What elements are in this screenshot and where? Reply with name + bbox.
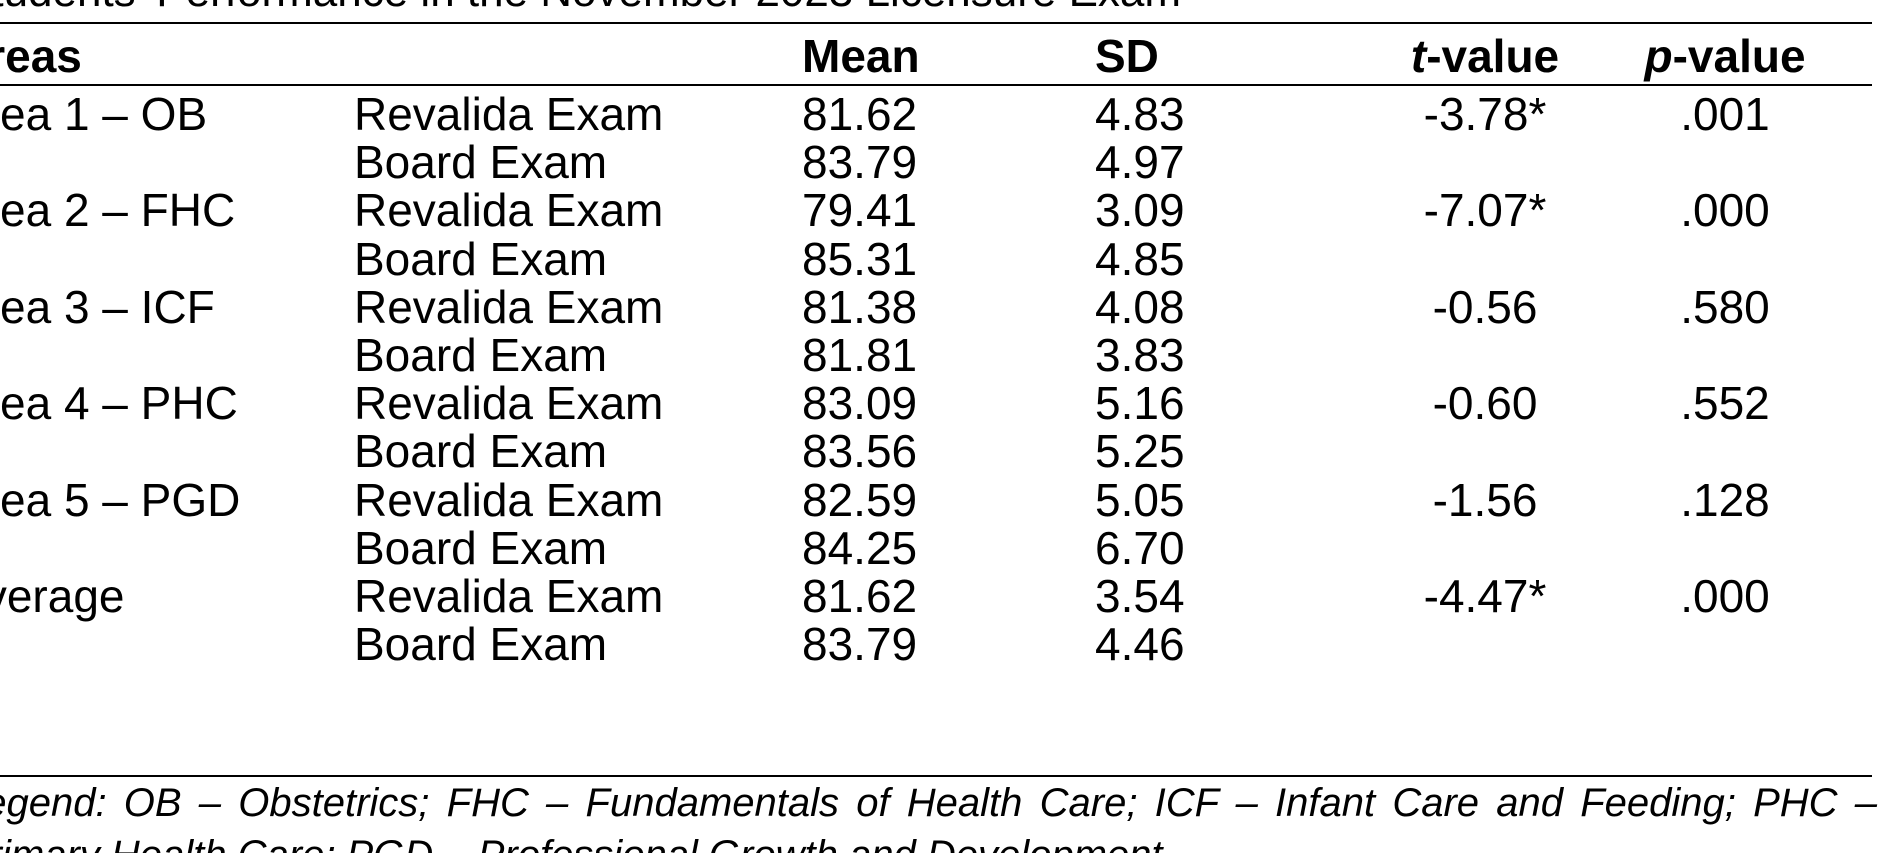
cell-sd: 3.09 <box>1095 184 1185 237</box>
cell-mean: 85.31 <box>802 232 918 285</box>
cell-mean: 83.79 <box>802 618 918 671</box>
cell-t-value: -3.78* <box>1423 88 1547 140</box>
cell-area: Area 4 – PHC <box>0 377 238 430</box>
cell-mean: 81.62 <box>802 88 918 140</box>
cell-area: Area 5 – PGD <box>0 473 241 526</box>
table-title: Students' Performance in the November 20… <box>0 0 1181 22</box>
cell-mean: 79.41 <box>802 184 918 237</box>
cell-sd: 6.70 <box>1095 521 1185 574</box>
cell-mean: 81.81 <box>802 329 918 381</box>
cell-area: Area 3 – ICF <box>0 280 215 333</box>
cell-sd: 3.83 <box>1095 329 1185 381</box>
cell-p-value: .580 <box>1680 280 1770 333</box>
header-sd: SD <box>1095 30 1159 82</box>
cell-sd: 4.46 <box>1095 618 1185 671</box>
cell-t-value: -7.07* <box>1423 184 1547 237</box>
cell-p-value: .128 <box>1680 473 1770 526</box>
cell-exam: Revalida Exam <box>354 280 664 333</box>
legend-line-2: Primary Health Care; PGD – Professional … <box>0 828 1163 853</box>
cell-exam: Board Exam <box>354 425 608 478</box>
cell-mean: 83.56 <box>802 425 918 478</box>
header-p-value: p-value <box>1620 30 1830 82</box>
cell-sd: 3.54 <box>1095 570 1185 622</box>
cell-t-value: -4.47* <box>1423 570 1547 622</box>
cell-p-value: .000 <box>1680 570 1770 622</box>
cell-exam: Revalida Exam <box>354 570 664 622</box>
cell-p-value: .001 <box>1680 88 1770 140</box>
bottom-rule <box>0 775 1872 777</box>
cell-t-value: -0.60 <box>1432 377 1538 430</box>
header-mean: Mean <box>802 30 920 82</box>
cell-exam: Board Exam <box>354 618 608 671</box>
top-rule-left <box>0 22 718 24</box>
header-t-value: t-value <box>1380 30 1590 82</box>
header-t-rest: -value <box>1426 30 1560 82</box>
cell-exam: Board Exam <box>354 136 608 189</box>
cell-exam: Board Exam <box>354 232 608 285</box>
cell-mean: 81.62 <box>802 570 918 622</box>
cell-exam: Revalida Exam <box>354 377 664 430</box>
header-p-italic: p <box>1644 30 1673 82</box>
cell-t-value: -0.56 <box>1432 280 1538 333</box>
cell-t-value: -1.56 <box>1432 473 1538 526</box>
cell-sd: 4.83 <box>1095 88 1185 140</box>
header-rule <box>0 84 1872 86</box>
header-areas: Areas <box>0 30 82 82</box>
cell-exam: Board Exam <box>354 521 608 574</box>
cell-mean: 82.59 <box>802 473 918 526</box>
header-p-rest: -value <box>1672 30 1806 82</box>
cell-mean: 84.25 <box>802 521 918 574</box>
top-rule <box>718 22 1872 24</box>
legend-line-1: Legend: OB – Obstetrics; FHC – Fundament… <box>0 781 1877 825</box>
cell-mean: 83.09 <box>802 377 918 430</box>
cell-exam: Revalida Exam <box>354 184 664 237</box>
cell-sd: 5.16 <box>1095 377 1185 430</box>
cell-sd: 5.25 <box>1095 425 1185 478</box>
cell-exam: Revalida Exam <box>354 473 664 526</box>
cell-exam: Revalida Exam <box>354 88 664 140</box>
cell-exam: Board Exam <box>354 329 608 381</box>
cell-sd: 5.05 <box>1095 473 1185 526</box>
header-t-italic: t <box>1410 30 1427 82</box>
cell-mean: 81.38 <box>802 280 918 333</box>
cell-area: Area 2 – FHC <box>0 184 236 237</box>
cell-area: Area 1 – OB <box>0 88 208 140</box>
cell-sd: 4.08 <box>1095 280 1185 333</box>
cell-p-value: .000 <box>1680 184 1770 237</box>
cell-mean: 83.79 <box>802 136 918 189</box>
cell-area: Average <box>0 570 125 622</box>
cell-sd: 4.85 <box>1095 232 1185 285</box>
cell-sd: 4.97 <box>1095 136 1185 189</box>
cell-p-value: .552 <box>1680 377 1770 430</box>
